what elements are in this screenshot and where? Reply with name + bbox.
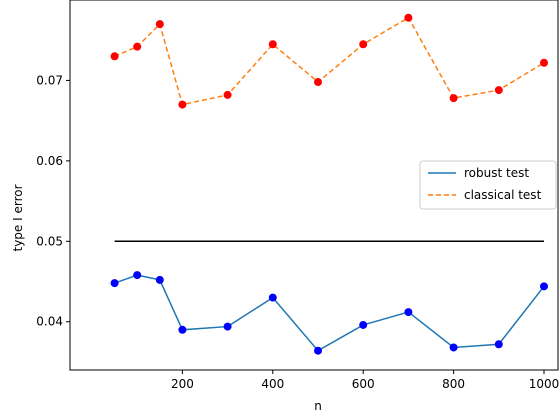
x-tick-label: 200 bbox=[171, 377, 194, 391]
data-point-classical-test bbox=[133, 42, 142, 51]
data-point-robust-test bbox=[359, 320, 368, 329]
data-point-classical-test bbox=[359, 40, 368, 49]
data-point-robust-test bbox=[268, 293, 277, 302]
legend: robust test classical test bbox=[419, 160, 557, 210]
legend-label-robust-test: robust test bbox=[464, 166, 529, 180]
y-tick-label: 0.07 bbox=[36, 73, 63, 87]
y-tick-label: 0.06 bbox=[36, 154, 63, 168]
series-layer bbox=[110, 13, 548, 355]
data-point-classical-test bbox=[540, 58, 548, 67]
data-point-robust-test bbox=[178, 325, 187, 334]
data-point-robust-test bbox=[494, 340, 503, 349]
x-tick-label: 400 bbox=[261, 377, 284, 391]
data-point-robust-test bbox=[540, 282, 548, 291]
y-axis-label: type I error bbox=[11, 184, 25, 251]
data-point-classical-test bbox=[314, 78, 322, 87]
series-line-classical-test bbox=[114, 16, 545, 106]
data-point-robust-test bbox=[314, 346, 322, 355]
data-point-robust-test bbox=[110, 279, 119, 288]
x-axis-label: n bbox=[314, 399, 322, 413]
y-tick-label: 0.04 bbox=[36, 315, 63, 329]
legend-label-classical-test: classical test bbox=[464, 188, 542, 202]
data-point-robust-test bbox=[133, 271, 142, 280]
data-point-classical-test bbox=[404, 13, 413, 22]
data-point-classical-test bbox=[223, 90, 232, 99]
x-tick-label: 600 bbox=[352, 377, 375, 391]
x-axis-ticks: 200 400 600 800 1000 bbox=[171, 370, 559, 391]
x-tick-label: 1000 bbox=[529, 377, 560, 391]
data-point-classical-test bbox=[155, 20, 164, 29]
data-point-classical-test bbox=[110, 52, 119, 61]
y-axis-ticks: 0.04 0.05 0.06 0.07 bbox=[36, 73, 70, 329]
data-point-robust-test bbox=[223, 322, 232, 331]
x-tick-label: 800 bbox=[442, 377, 465, 391]
data-point-classical-test bbox=[178, 100, 187, 109]
data-point-robust-test bbox=[449, 343, 458, 352]
data-point-robust-test bbox=[404, 308, 413, 317]
y-tick-label: 0.05 bbox=[36, 234, 63, 248]
data-point-classical-test bbox=[449, 94, 458, 103]
data-point-classical-test bbox=[268, 40, 277, 49]
data-point-classical-test bbox=[494, 86, 503, 95]
data-point-robust-test bbox=[155, 275, 164, 284]
